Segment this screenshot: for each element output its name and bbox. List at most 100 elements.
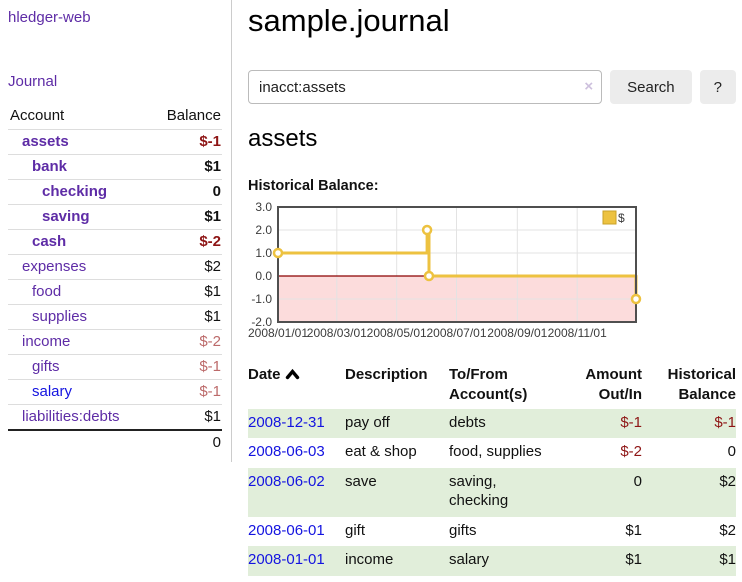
transaction-accounts: food, supplies [449, 443, 542, 461]
svg-text:0.0: 0.0 [255, 269, 272, 283]
transaction-date-cell: 2008-06-01 [248, 517, 345, 547]
account-link[interactable]: liabilities:debts [22, 408, 120, 425]
account-balance: $1 [204, 283, 221, 300]
legend-label: $ [618, 211, 625, 225]
account-link[interactable]: cash [32, 233, 67, 250]
transaction-date-cell: 2008-06-02 [248, 468, 345, 517]
svg-text:2.0: 2.0 [255, 223, 272, 237]
transaction-accounts: salary [449, 551, 490, 569]
svg-text:2008/01/01: 2008/01/01 [248, 326, 308, 340]
account-balance: $-1 [199, 383, 221, 400]
transaction-description: income [345, 551, 394, 569]
svg-text:2008/09/01: 2008/09/01 [487, 326, 547, 340]
account-link[interactable]: gifts [32, 358, 60, 375]
transaction-amount: $1 [625, 521, 642, 539]
account-name-cell: saving [8, 205, 149, 230]
account-link[interactable]: saving [42, 208, 90, 225]
transaction-description: pay off [345, 413, 390, 431]
accounts-total-row: 0 [8, 430, 222, 455]
account-name-cell: liabilities:debts [8, 405, 149, 431]
account-balance: $-1 [199, 358, 221, 375]
transaction-date-link[interactable]: 2008-06-02 [248, 473, 325, 490]
transaction-date-link[interactable]: 2008-01-01 [248, 551, 325, 569]
accounts-header-balance: Balance [149, 103, 222, 130]
transaction-description: save [345, 473, 377, 490]
svg-text:2008/03/01: 2008/03/01 [307, 326, 367, 340]
accounts-header-account: Account [8, 103, 150, 130]
register-row: 2008-06-03 eat & shop food, supplies $-2 0 [248, 438, 736, 468]
account-balance: 0 [212, 183, 221, 200]
account-link[interactable]: supplies [32, 308, 88, 325]
accounts-header-row: Account Balance [8, 103, 222, 130]
chart-title: Historical Balance: [248, 178, 379, 194]
transaction-description: gift [345, 521, 366, 539]
register-header-description: Description [345, 366, 428, 383]
transaction-date-link[interactable]: 2008-12-31 [248, 413, 325, 431]
svg-text:-1.0: -1.0 [251, 292, 272, 306]
page-title: sample.journal [248, 3, 450, 38]
account-row: food $1 [8, 279, 222, 305]
account-row: gifts $-1 [8, 354, 222, 380]
transaction-amount: $-1 [620, 413, 642, 431]
nav-journal-link[interactable]: Journal [8, 73, 58, 90]
account-row: assets $-1 [8, 129, 222, 155]
register-table: Date Description To/From Account(s) Amou… [248, 362, 736, 576]
account-heading: assets [248, 125, 318, 152]
account-row: salary $-1 [8, 379, 222, 405]
account-row: checking 0 [8, 179, 222, 205]
data-point-marker [630, 293, 642, 305]
help-button[interactable]: ? [699, 70, 736, 104]
account-link[interactable]: checking [42, 183, 108, 200]
account-link[interactable]: food [32, 283, 62, 300]
account-row: supplies $1 [8, 304, 222, 330]
main-content: sample.journal × Search ? assets Histori… [248, 0, 736, 576]
clear-search-icon[interactable]: × [584, 78, 594, 95]
register-row: 2008-01-01 income salary $1 $1 [248, 546, 736, 576]
account-row: saving $1 [8, 204, 222, 230]
transaction-amount: $-2 [620, 443, 642, 461]
svg-text:2008/05/01: 2008/05/01 [367, 326, 427, 340]
svg-text:3.0: 3.0 [255, 200, 272, 214]
account-row: income $-2 [8, 329, 222, 355]
account-name-cell: food [8, 280, 149, 305]
account-balance: $1 [204, 308, 221, 325]
search-input[interactable] [248, 70, 603, 104]
account-name-cell: cash [8, 230, 149, 255]
legend-swatch [602, 210, 617, 225]
register-row: 2008-06-01 gift gifts $1 $2 [248, 517, 736, 547]
account-name-cell: assets [8, 130, 149, 155]
transaction-date-link[interactable]: 2008-06-01 [248, 521, 325, 539]
register-header-amount: Amount Out/In [585, 366, 642, 404]
data-point-marker [421, 224, 433, 236]
data-point-marker [272, 247, 284, 259]
search-button[interactable]: Search [610, 70, 692, 104]
account-link[interactable]: bank [32, 158, 68, 175]
account-row: expenses $2 [8, 254, 222, 280]
transaction-balance: 0 [727, 443, 736, 461]
account-name-cell: supplies [8, 305, 149, 330]
transaction-date-cell: 2008-06-03 [248, 438, 345, 468]
transaction-balance: $1 [719, 551, 736, 569]
brand-link[interactable]: hledger-web [8, 9, 91, 26]
register-header-row: Date Description To/From Account(s) Amou… [248, 362, 736, 409]
register-row: 2008-12-31 pay off debts $-1 $-1 [248, 408, 736, 439]
account-link[interactable]: assets [22, 133, 69, 150]
accounts-total-value: 0 [212, 434, 221, 451]
account-link[interactable]: salary [32, 383, 73, 400]
transaction-amount: $1 [625, 551, 642, 569]
register-header-accounts: To/From Account(s) [449, 366, 528, 404]
account-balance: $-2 [199, 333, 221, 350]
account-link[interactable]: income [22, 333, 71, 350]
register-header-date[interactable]: Date [248, 362, 345, 409]
account-name-cell: expenses [8, 255, 149, 280]
account-name-cell: checking [8, 180, 149, 205]
register-header-balance: Historical Balance [667, 366, 736, 404]
accounts-table: Account Balance assets $-1 bank $1 checking 0… [8, 103, 222, 455]
transaction-accounts: gifts [449, 521, 477, 539]
sort-ascending-icon [285, 368, 299, 380]
account-link[interactable]: expenses [22, 258, 87, 275]
transaction-date-link[interactable]: 2008-06-03 [248, 443, 325, 461]
account-balance: $1 [204, 208, 221, 225]
account-balance: $-2 [199, 233, 221, 250]
historical-balance-chart[interactable]: 3.0 2.0 1.0 0.0 -1.0 -2.0 2008/01/01 2008/03/01… [248, 200, 736, 343]
